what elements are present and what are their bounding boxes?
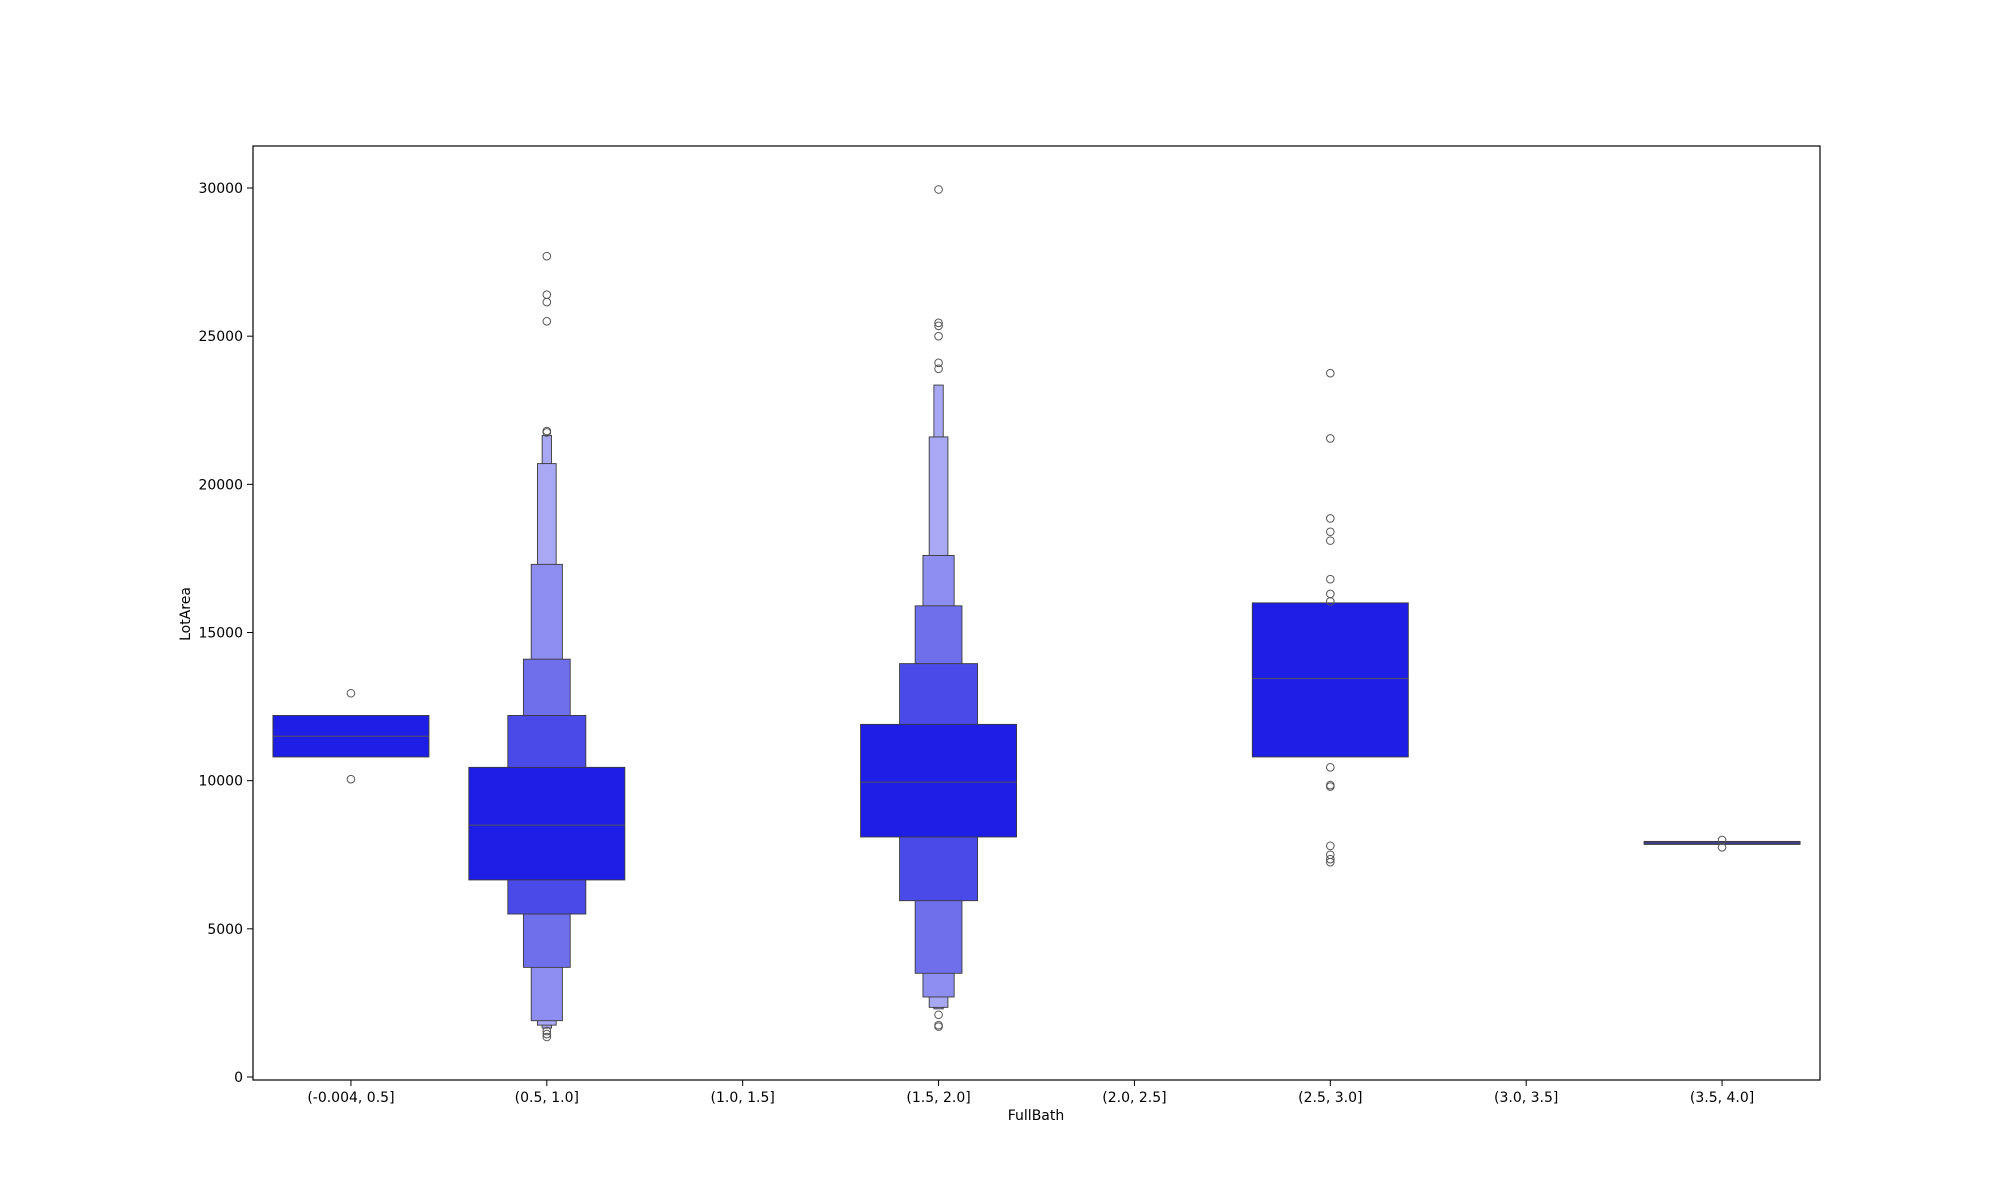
outlier-point [1326, 854, 1335, 864]
x-tick-label: (3.5, 4.0] [1690, 1090, 1754, 1106]
plot-area [272, 185, 1801, 1042]
y-tick-label: 10000 [198, 774, 243, 790]
x-tick-label: (-0.004, 0.5] [307, 1090, 394, 1106]
outlier-point [1326, 368, 1335, 378]
outlier-point [1326, 574, 1335, 584]
box-level [468, 766, 626, 881]
y-axis: 0 5000 10000 15000 20000 25000 30000 [198, 181, 253, 1086]
outlier-point [934, 321, 943, 331]
outlier-point [1326, 514, 1335, 523]
box-level [1251, 602, 1409, 758]
outlier-point [1326, 434, 1335, 443]
box-level [860, 723, 1018, 838]
outlier-point [1326, 527, 1335, 537]
x-tick-label: (3.0, 3.5] [1494, 1090, 1558, 1106]
box-group [1643, 835, 1801, 852]
x-tick-label: (1.5, 2.0] [906, 1090, 970, 1106]
outlier-point [1326, 841, 1335, 851]
outlier-point [542, 251, 552, 261]
outlier-point [934, 1022, 943, 1031]
y-tick-label: 25000 [198, 329, 243, 345]
outlier-point [542, 1029, 552, 1039]
outlier-point [542, 1032, 552, 1042]
outlier-point [542, 297, 552, 307]
outlier-point [1326, 763, 1335, 772]
outlier-point [934, 331, 943, 341]
x-tick-label: (2.5, 3.0] [1298, 1090, 1362, 1106]
outlier-point [1326, 782, 1335, 791]
outlier-point [1326, 536, 1335, 545]
outlier-point [934, 185, 943, 194]
outlier-point [542, 428, 552, 437]
y-axis-label: LotArea [178, 587, 194, 641]
outlier-point [346, 688, 356, 698]
outlier-point [934, 364, 943, 374]
box-group [860, 185, 1018, 1031]
outlier-point [934, 1010, 943, 1020]
y-tick-label: 30000 [198, 181, 243, 197]
outlier-point [1326, 857, 1335, 867]
box-group [468, 251, 626, 1042]
box-group [1251, 368, 1409, 867]
x-tick-label: (1.0, 1.5] [711, 1090, 775, 1106]
plot-frame [252, 145, 1821, 1081]
outlier-point [1717, 843, 1727, 852]
outlier-point [934, 358, 943, 368]
y-tick-label: 15000 [198, 626, 243, 642]
x-axis: (-0.004, 0.5] (0.5, 1.0] (1.0, 1.5] (1.5, 2… [307, 1080, 1754, 1106]
x-tick-label: (2.0, 2.5] [1102, 1090, 1166, 1106]
y-tick-label: 5000 [207, 922, 243, 938]
x-axis-label: FullBath [1008, 1108, 1065, 1124]
x-tick-label: (0.5, 1.0] [515, 1090, 579, 1106]
y-tick-label: 0 [234, 1070, 243, 1086]
outlier-point [1326, 597, 1335, 606]
outlier-point [542, 317, 552, 326]
outlier-point [346, 774, 356, 784]
outlier-point [934, 318, 943, 328]
outlier-point [542, 1026, 552, 1036]
y-tick-label: 20000 [198, 477, 243, 493]
box-group [272, 688, 430, 784]
